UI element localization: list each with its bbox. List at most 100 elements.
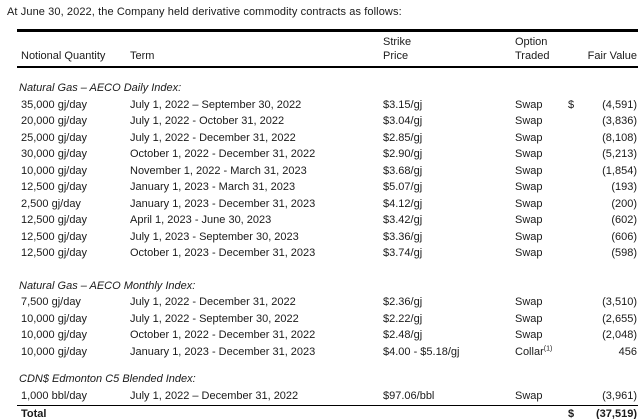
option-traded: Swap xyxy=(515,327,565,344)
term: April 1, 2023 - June 30, 2023 xyxy=(130,214,272,226)
strike-price: $4.12/gj xyxy=(383,197,423,210)
strike-price: $3.15/gj xyxy=(383,98,423,111)
notional-quantity: 2,500 gj/day xyxy=(21,197,81,210)
fair-value-cell: (598) xyxy=(565,245,638,262)
fair-value: 456 xyxy=(618,345,637,358)
strike-price: $3.74/gj xyxy=(383,247,423,259)
strike-price: $4.00 - $5.18/gj xyxy=(383,345,460,358)
option-traded-label: Swap xyxy=(515,181,543,193)
term: October 1, 2023 - December 31, 2023 xyxy=(130,247,316,259)
option-traded: Swap xyxy=(515,229,565,246)
total-fair-value: (37,519) xyxy=(596,408,637,419)
section-title: Natural Gas – AECO Monthly Index: xyxy=(19,279,196,292)
term: October 1, 2022 - December 31, 2022 xyxy=(130,329,316,341)
strike-price: $2.85/gj xyxy=(383,131,423,144)
fair-value-cell: (200) xyxy=(565,196,638,213)
strike-price: $3.68/gj xyxy=(383,164,423,177)
fair-value-cell: (193) xyxy=(565,179,638,196)
term: January 1, 2023 - December 31, 2023 xyxy=(130,197,316,210)
option-traded-label: Swap xyxy=(515,247,543,259)
table-row: 12,500 gj/day October 1, 2023 - December … xyxy=(17,245,638,262)
table-row: 12,500 gj/day April 1, 2023 - June 30, 20… xyxy=(17,212,638,229)
intro-text: At June 30, 2022, the Company held deriv… xyxy=(7,6,402,18)
header-notional-quantity: Notional Quantity xyxy=(21,50,106,62)
strike-price: $97.06/bbl xyxy=(383,389,435,402)
option-traded-label: Collar xyxy=(515,345,544,358)
option-footnote-marker: (1) xyxy=(543,344,553,352)
fair-value: (193) xyxy=(611,181,637,193)
term: January 1, 2023 - March 31, 2023 xyxy=(130,181,296,193)
total-row: Total $ (37,519) xyxy=(17,405,638,419)
header-strike-line2: Price xyxy=(383,50,409,62)
table-row: 35,000 gj/day July 1, 2022 – September 30… xyxy=(17,97,638,114)
header-strike-line1: Strike xyxy=(383,36,412,48)
strike-price: $3.36/gj xyxy=(383,230,423,243)
strike-price: $2.36/gj xyxy=(383,296,423,308)
fair-value: (8,108) xyxy=(602,131,637,144)
option-traded-label: Swap xyxy=(515,164,543,177)
table-body: Natural Gas – AECO Daily Index: 35,000 gj… xyxy=(17,80,638,404)
fair-value-cell: (3,836) xyxy=(565,113,638,130)
option-traded-label: Swap xyxy=(515,389,543,402)
section-title: CDN$ Edmonton C5 Blended Index: xyxy=(19,373,196,385)
section-title: Natural Gas – AECO Daily Index: xyxy=(19,82,182,94)
strike-price: $3.42/gj xyxy=(383,214,423,226)
table-row: 10,000 gj/day January 1, 2023 - December … xyxy=(17,344,638,361)
fair-value-cell: (602) xyxy=(565,212,638,229)
option-traded: Swap xyxy=(515,196,565,213)
term: January 1, 2023 - December 31, 2023 xyxy=(130,345,316,358)
option-traded-label: Swap xyxy=(515,197,543,210)
notional-quantity: 10,000 gj/day xyxy=(21,329,88,341)
option-traded-label: Swap xyxy=(515,312,543,325)
option-traded-label: Swap xyxy=(515,131,543,144)
option-traded: Swap xyxy=(515,163,565,180)
table-section: CDN$ Edmonton C5 Blended Index: 1,000 bbl… xyxy=(17,371,638,404)
fair-value-cell: (1,854) xyxy=(565,163,638,180)
header-option-line1: Option xyxy=(515,36,548,48)
fair-value: (1,854) xyxy=(602,164,637,177)
fair-value-cell: (606) xyxy=(565,229,638,246)
option-traded: Swap xyxy=(515,245,565,262)
notional-quantity: 10,000 gj/day xyxy=(21,345,88,358)
term: July 1, 2022 - December 31, 2022 xyxy=(130,131,296,144)
table-row: 12,500 gj/day January 1, 2023 - March 31,… xyxy=(17,179,638,196)
option-traded: Swap xyxy=(515,179,565,196)
option-traded-label: Swap xyxy=(515,214,543,226)
term: November 1, 2022 - March 31, 2023 xyxy=(130,164,307,177)
strike-price: $2.48/gj xyxy=(383,329,423,341)
fair-value-cell: (5,213) xyxy=(565,146,638,163)
notional-quantity: 10,000 gj/day xyxy=(21,312,88,325)
fair-value: (602) xyxy=(611,214,637,226)
table-row: 20,000 gj/day July 1, 2022 - October 31, … xyxy=(17,113,638,130)
option-traded-label: Swap xyxy=(515,98,543,111)
fair-value: (3,510) xyxy=(602,296,637,308)
option-traded: Swap xyxy=(515,294,565,311)
table-row: 25,000 gj/day July 1, 2022 - December 31,… xyxy=(17,130,638,147)
table-row: 10,000 gj/day July 1, 2022 - September 30… xyxy=(17,311,638,328)
notional-quantity: 30,000 gj/day xyxy=(21,148,88,160)
option-traded-label: Swap xyxy=(515,115,543,127)
notional-quantity: 35,000 gj/day xyxy=(21,98,88,111)
fair-value-cell: (3,510) xyxy=(565,294,638,311)
fair-value-cell: (2,655) xyxy=(565,311,638,328)
notional-quantity: 7,500 gj/day xyxy=(21,296,81,308)
notional-quantity: 25,000 gj/day xyxy=(21,131,88,144)
option-traded-label: Swap xyxy=(515,230,543,243)
table-row: 7,500 gj/day July 1, 2022 - December 31, … xyxy=(17,294,638,311)
option-traded: Swap xyxy=(515,130,565,147)
notional-quantity: 1,000 bbl/day xyxy=(21,389,88,402)
option-traded-label: Swap xyxy=(515,148,543,160)
option-traded: Swap xyxy=(515,311,565,328)
strike-price: $3.04/gj xyxy=(383,115,423,127)
table-row: 10,000 gj/day October 1, 2022 - December … xyxy=(17,327,638,344)
header-option-line2: Traded xyxy=(515,50,550,62)
option-traded: Swap xyxy=(515,97,565,114)
notional-quantity: 10,000 gj/day xyxy=(21,164,88,177)
notional-quantity: 12,500 gj/day xyxy=(21,181,88,193)
table-row: 10,000 gj/day November 1, 2022 - March 31… xyxy=(17,163,638,180)
term: October 1, 2022 - December 31, 2022 xyxy=(130,148,316,160)
option-traded-label: Swap xyxy=(515,329,543,341)
currency-symbol: $ xyxy=(568,98,575,111)
table-row: 12,500 gj/day July 1, 2023 - September 30… xyxy=(17,229,638,246)
term: July 1, 2022 - September 30, 2022 xyxy=(130,312,299,325)
